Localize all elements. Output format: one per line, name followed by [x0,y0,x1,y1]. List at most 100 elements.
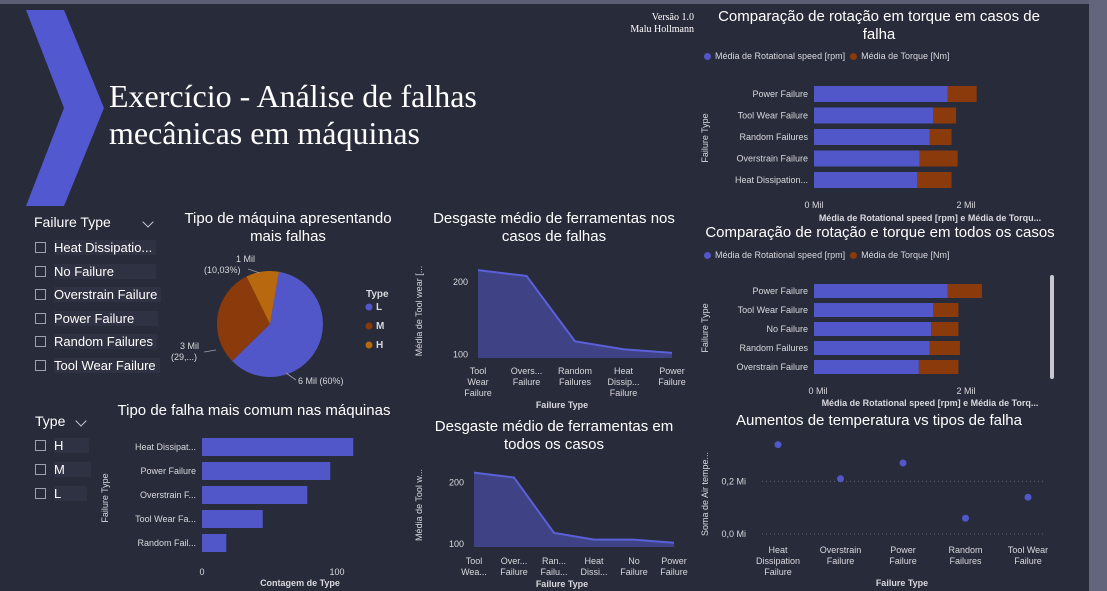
failure-type-bar[interactable] [202,510,263,528]
area2-title-line-1: Desgaste médio de ferramentas em [434,418,674,435]
failure-type-bar[interactable] [202,462,331,480]
rotation-torque-failure-title: Comparação de rotação em torque em casos… [704,8,1054,44]
area-xtick: Failure [658,377,686,387]
checkbox[interactable] [35,288,46,300]
pie-label-m-percent: (29,...) [171,352,197,362]
chevron-down-icon[interactable] [142,216,154,228]
scatter-point[interactable] [899,459,907,467]
hbar-rotational-speed[interactable] [814,150,920,167]
hbar-torque[interactable] [931,322,959,336]
area-chart-1[interactable]: Média de Tool wear [... 200100ToolWearFa… [412,256,702,414]
checkbox[interactable] [35,463,46,475]
hbar-torque[interactable] [933,107,957,124]
failure-type-bar-tick-100: 100 [329,567,344,577]
slicer-item-label: Power Failure [54,310,159,326]
rotation-torque-failure-chart[interactable]: Failure Type Power Failure Tool Wear Fail… [696,78,1060,224]
failure-type-bar[interactable] [202,534,227,552]
scatter-point[interactable] [1024,493,1032,501]
hbar1-xlabel: Média de Rotational speed [rpm] e Média … [819,213,1041,223]
hbar-rotational-speed[interactable] [814,284,948,298]
slicer-item-tool-wear-failure[interactable]: Tool Wear Failure [35,356,160,374]
hbar-torque[interactable] [929,341,960,355]
hbar-rotational-speed[interactable] [814,303,934,317]
hbar-torque[interactable] [917,172,952,188]
area-xtick: Tool [470,366,487,376]
slicer-item-label: L [54,485,88,501]
legend-dot-torque [850,251,858,259]
report-title-line-2: mecânicas em máquinas [109,115,420,151]
hbar-rotational-speed[interactable] [814,341,930,355]
failure-type-bar-xlabel: Contagem de Type [260,578,340,588]
area-xtick: Dissi... [581,567,608,577]
hbar1-title-line-1: Comparação de rotação em torque em casos… [718,8,1040,25]
area-ytick: 100 [453,349,468,359]
chevron-down-icon[interactable] [75,415,87,427]
hbar-torque[interactable] [919,150,958,167]
temperature-scatter-chart[interactable]: Soma de Air tempe... 0,2 Mi 0,0 Mi HeatDis… [696,432,1060,591]
hbar1-title-line-2: falha [862,26,896,43]
pie-leader-line-h [247,268,261,274]
slicer-item-l[interactable]: L [35,484,88,502]
scatter-xtick: Power [890,545,916,555]
scatter-xtick: Overstrain [820,545,862,555]
scatter-point[interactable] [774,441,782,449]
version-info: Versão 1.0 Malu Hollmann [610,12,694,36]
hbar1-tick-2: 2 Mil [956,200,975,210]
hbar-rotational-speed[interactable] [814,360,919,374]
scatter-xtick: Failures [949,556,982,566]
scatter-xtick: Failure [827,556,855,566]
area1-ylabel: Média de Tool wear [... [414,266,424,356]
area-ytick: 100 [449,539,464,549]
visual-scrollbar[interactable] [1050,275,1054,379]
checkbox[interactable] [35,439,46,451]
slicer-item-overstrain-failure[interactable]: Overstrain Failure [35,285,162,303]
scatter-xtick: Failure [1014,556,1042,566]
checkbox[interactable] [35,335,46,347]
slicer-item-random-failures[interactable]: Random Failures [35,332,157,350]
area-xtick: Failure [513,377,541,387]
pie-slice-l[interactable] [232,271,323,377]
legend-label-rotational-speed: Média de Rotational speed [rpm] [715,250,846,260]
hbar-torque[interactable] [929,129,952,145]
hbar-rotational-speed[interactable] [814,107,934,124]
slicer-item-label: Tool Wear Failure [54,357,160,373]
checkbox[interactable] [35,241,46,253]
pie-chart[interactable]: 1 Mil (10,03%) 3 Mil (29,...) 6 Mil (60%… [160,252,400,392]
checkbox[interactable] [35,359,46,371]
slicer-item-no-failure[interactable]: No Failure [35,262,156,280]
area-ytick: 200 [449,477,464,487]
failure-type-bar[interactable] [202,438,354,456]
slicer-item-m[interactable]: M [35,460,91,478]
rotation-torque-all-chart[interactable]: Failure Type Power Failure Tool Wear Fail… [696,276,1060,410]
failure-type-bar-category: Random Fail... [137,538,196,548]
hbar-torque[interactable] [947,86,977,102]
hbar-category: Random Failures [739,343,808,353]
area-fill[interactable] [474,472,674,547]
area-fill[interactable] [478,270,672,358]
hbar-torque[interactable] [947,284,982,298]
legend-dot-torque [850,52,858,60]
slicer-item-power-failure[interactable]: Power Failure [35,309,159,327]
area-line[interactable] [477,269,673,354]
scatter-point[interactable] [837,475,844,483]
failure-type-bar[interactable] [202,486,308,504]
failure-type-bar-chart[interactable]: Failure Type Heat Dissipat... Power Failu… [96,428,400,590]
scatter-point[interactable] [962,514,969,522]
hbar-rotational-speed[interactable] [814,129,930,145]
slicer-item-heat-dissipation[interactable]: Heat Dissipatio... [35,238,157,256]
pie-slice-m[interactable] [217,276,270,362]
hbar-torque[interactable] [918,360,959,374]
hbar-rotational-speed[interactable] [814,322,932,336]
area-line[interactable] [473,471,675,544]
hbar-rotational-speed[interactable] [814,86,948,102]
hbar-rotational-speed[interactable] [814,172,918,188]
checkbox[interactable] [35,487,46,499]
hbar-torque[interactable] [933,303,959,317]
checkbox[interactable] [35,312,46,324]
slicer-item-h[interactable]: H [35,436,90,454]
area-xtick: Failure [464,388,492,398]
checkbox[interactable] [35,265,46,277]
pie-slice-h[interactable] [246,271,279,324]
